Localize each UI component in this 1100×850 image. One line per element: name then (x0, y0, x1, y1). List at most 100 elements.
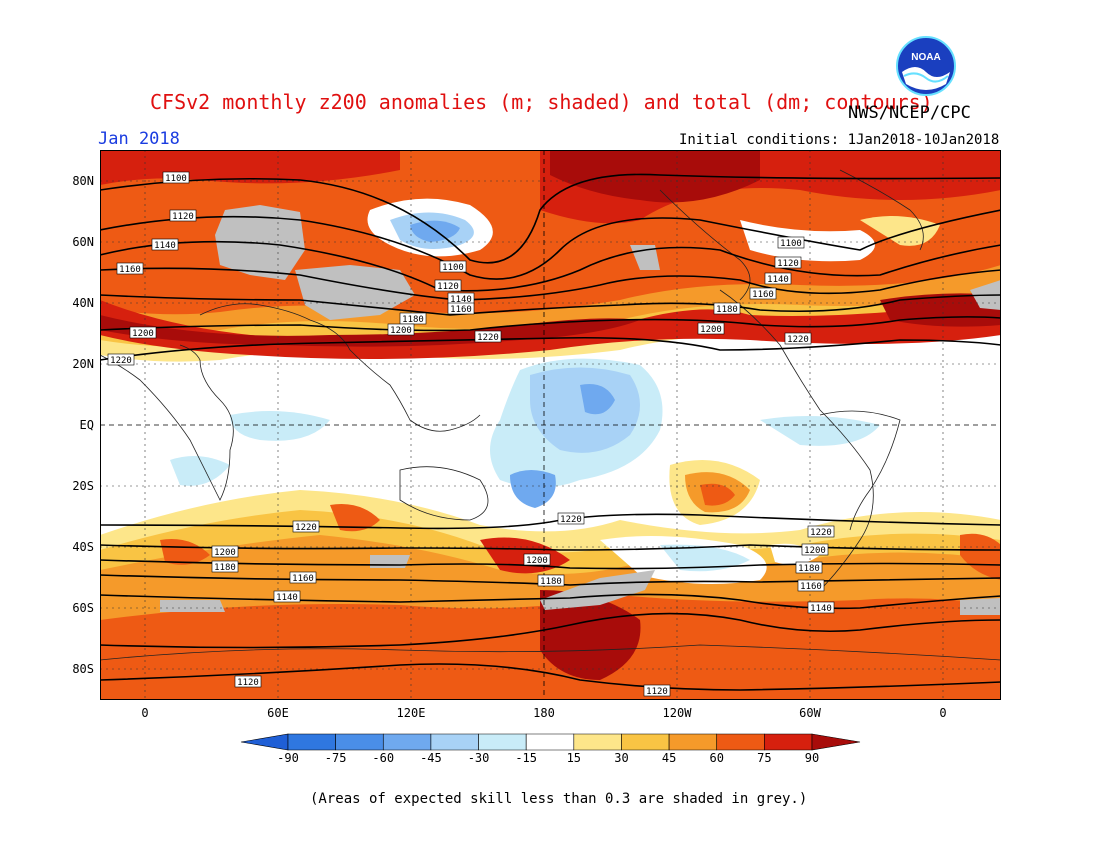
contour-label: 1100 (777, 236, 805, 249)
contour-label: 1220 (107, 353, 135, 366)
svg-text:1200: 1200 (390, 326, 412, 336)
contour-label: 1160 (749, 287, 777, 300)
contour-label: 1200 (697, 322, 725, 335)
colorbar-swatch (382, 733, 432, 751)
initial-conditions: Initial conditions: 1Jan2018-10Jan2018 (679, 132, 1000, 148)
lat-label: 40N (72, 296, 94, 310)
colorbar-tick-label: -45 (420, 751, 442, 765)
colorbar-swatch (430, 733, 479, 751)
lon-label: 60E (267, 706, 289, 720)
contour-label: 1160 (289, 571, 317, 584)
colorbar-tick-label: 30 (614, 751, 629, 765)
contour-label: 1200 (211, 545, 239, 558)
svg-text:1200: 1200 (132, 329, 154, 339)
lon-label: 120W (662, 706, 692, 720)
anomaly-map: 1100 1120 1140 1160 1200 1220 1100 1120 … (100, 150, 1001, 700)
chart-title: CFSv2 monthly z200 anomalies (m; shaded)… (150, 90, 933, 114)
lon-label: 0 (939, 706, 947, 720)
contour-label: 1200 (523, 553, 551, 566)
colorbar-tick-label: 60 (709, 751, 724, 765)
contour-label: 1220 (474, 330, 502, 343)
svg-text:1180: 1180 (798, 564, 820, 574)
contour-label: 1180 (795, 561, 823, 574)
lon-label: 120E (396, 706, 426, 720)
contour-label: 1180 (211, 560, 239, 573)
colorbar-tick-label: -60 (372, 751, 395, 765)
contour-label: 1200 (801, 543, 829, 556)
svg-text:1160: 1160 (292, 574, 314, 584)
svg-text:1100: 1100 (165, 174, 187, 184)
svg-text:1220: 1220 (110, 356, 132, 366)
svg-text:1200: 1200 (804, 546, 826, 556)
forecast-month: Jan 2018 (98, 129, 180, 149)
contour-labels: 1100 1120 1140 1160 1200 1220 1100 1120 … (107, 171, 835, 697)
contour-label: 1120 (234, 675, 262, 688)
colorbar-swatch (573, 733, 622, 751)
svg-text:1160: 1160 (752, 290, 774, 300)
colorbar-swatch (811, 733, 861, 751)
lat-label: EQ (79, 418, 94, 432)
contour-label: 1120 (774, 256, 802, 269)
noaa-logo-icon: NOAA (896, 36, 956, 96)
svg-text:1120: 1120 (437, 282, 459, 292)
lat-label: 20S (72, 479, 94, 493)
contour-label: 1160 (447, 302, 475, 315)
contour-label: 1180 (713, 302, 741, 315)
svg-text:1160: 1160 (450, 305, 472, 315)
contour-label: 1160 (797, 579, 825, 592)
svg-text:1140: 1140 (767, 275, 789, 285)
contour-label: 1180 (399, 312, 427, 325)
svg-text:1140: 1140 (450, 295, 472, 305)
colorbar-swatch (668, 733, 718, 751)
contour-label: 1220 (807, 525, 835, 538)
svg-text:1140: 1140 (154, 241, 176, 251)
svg-text:1160: 1160 (119, 265, 141, 275)
colorbar (240, 733, 861, 751)
colorbar-tick-label: 75 (757, 751, 772, 765)
svg-text:1100: 1100 (780, 239, 802, 249)
svg-text:1220: 1220 (787, 335, 809, 345)
svg-text:1200: 1200 (214, 548, 236, 558)
contour-label: 1220 (292, 520, 320, 533)
svg-text:1220: 1220 (477, 333, 499, 343)
colorbar-swatch (478, 733, 527, 751)
svg-text:1100: 1100 (442, 263, 464, 273)
coastlines (100, 169, 1001, 661)
svg-text:1220: 1220 (560, 515, 582, 525)
svg-text:1200: 1200 (526, 556, 548, 566)
lat-label: 60N (72, 235, 94, 249)
skill-footnote: (Areas of expected skill less than 0.3 a… (310, 791, 808, 807)
lat-label: 80N (72, 174, 94, 188)
colorbar-swatch (525, 733, 575, 751)
contour-label: 1100 (162, 171, 190, 184)
lon-label: 60W (799, 706, 821, 720)
colorbar-swatch (240, 733, 289, 751)
lon-label: 180 (533, 706, 555, 720)
logo-text: NOAA (911, 52, 940, 63)
contour-label: 1200 (129, 326, 157, 339)
svg-text:1140: 1140 (276, 593, 298, 603)
equator-dateline (100, 150, 1001, 700)
svg-text:1120: 1120 (777, 259, 799, 269)
contour-label: 1140 (273, 590, 301, 603)
svg-text:1120: 1120 (172, 212, 194, 222)
lat-label: 20N (72, 357, 94, 371)
colorbar-tick-label: 90 (804, 751, 820, 765)
contour-label: 1100 (439, 260, 467, 273)
contour-label: 1120 (434, 279, 462, 292)
lat-label: 60S (72, 601, 94, 615)
svg-text:1180: 1180 (716, 305, 738, 315)
colorbar-tick-label: -15 (515, 751, 538, 765)
contour-label: 1160 (116, 262, 144, 275)
contour-label: 1180 (537, 574, 565, 587)
colorbar-swatch (764, 733, 813, 751)
colorbar-swatch (621, 733, 670, 751)
contour-label: 1220 (784, 332, 812, 345)
lat-label: 80S (72, 662, 94, 676)
svg-text:1140: 1140 (810, 604, 832, 614)
map-frame (100, 150, 1001, 700)
colorbar-swatch (287, 733, 336, 751)
colorbar-tick-label: 15 (566, 751, 582, 765)
colorbar-swatch (335, 733, 384, 751)
contour-label: 1220 (557, 512, 585, 525)
